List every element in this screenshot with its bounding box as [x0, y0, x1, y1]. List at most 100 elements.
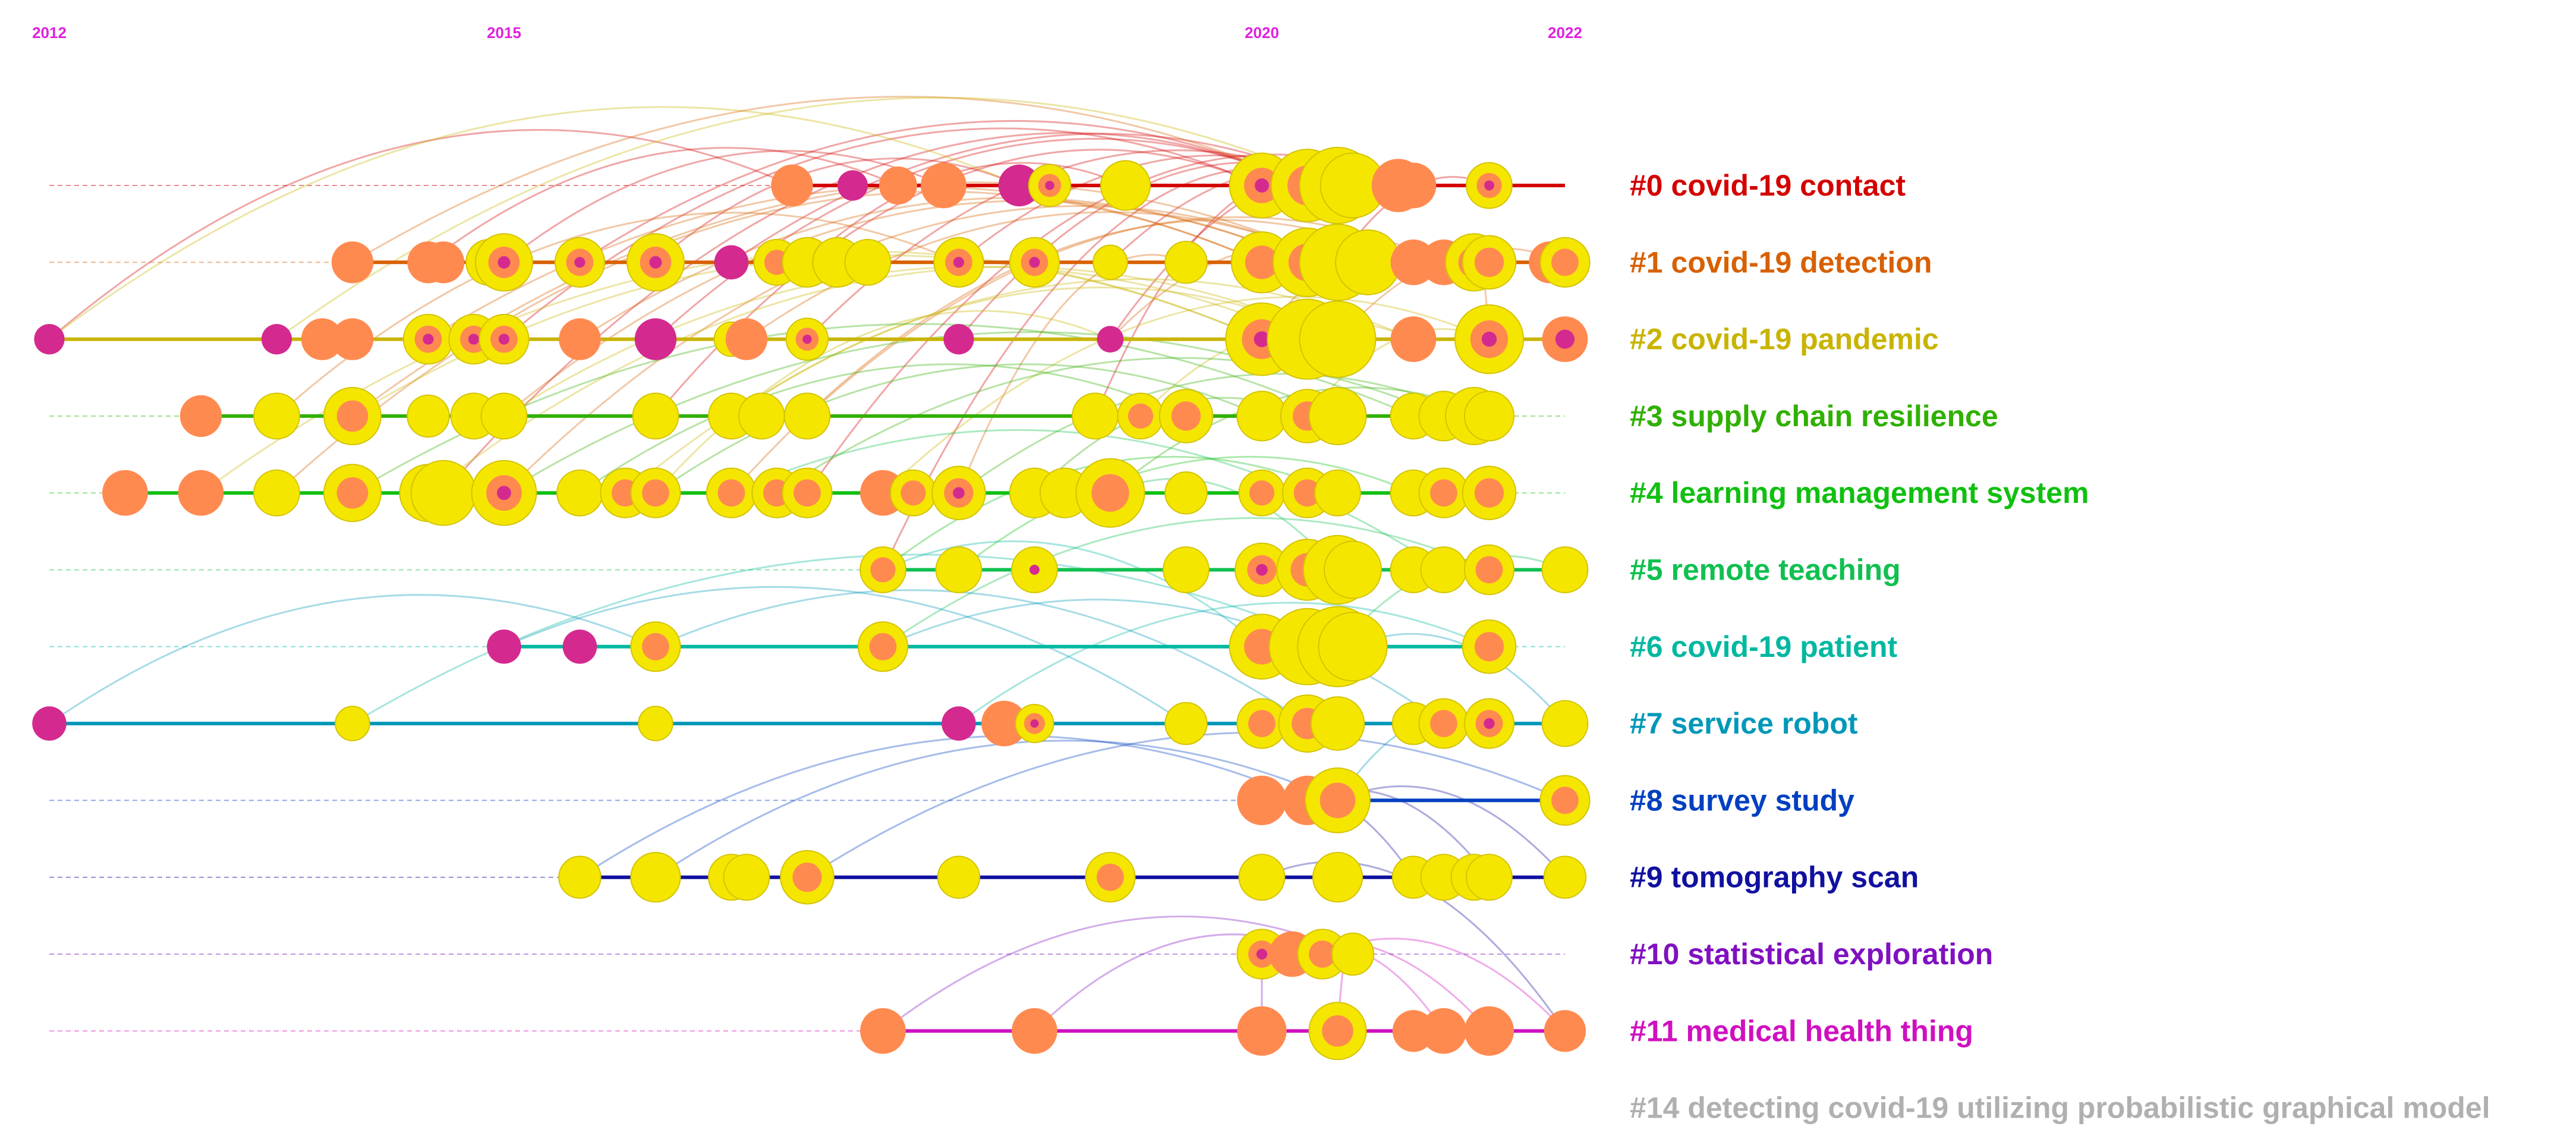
- reference-node[interactable]: [630, 467, 681, 518]
- reference-node[interactable]: [331, 241, 374, 284]
- reference-node[interactable]: [931, 465, 986, 521]
- reference-node[interactable]: [1466, 854, 1513, 901]
- reference-node[interactable]: [1237, 775, 1287, 825]
- reference-node[interactable]: [1541, 700, 1589, 747]
- reference-node[interactable]: [1462, 619, 1517, 674]
- reference-node[interactable]: [1236, 698, 1287, 749]
- reference-node[interactable]: [738, 392, 785, 440]
- reference-node[interactable]: [630, 621, 681, 672]
- reference-node[interactable]: [1314, 469, 1361, 517]
- cluster-label[interactable]: #7 service robot: [1630, 707, 1858, 740]
- reference-node[interactable]: [261, 324, 292, 355]
- reference-node[interactable]: [1542, 316, 1588, 362]
- reference-node[interactable]: [1237, 1006, 1287, 1056]
- cluster-label[interactable]: #0 covid-19 contact: [1630, 169, 1906, 202]
- reference-node[interactable]: [857, 621, 909, 672]
- cluster-label[interactable]: #9 tomography scan: [1630, 861, 1919, 894]
- reference-node[interactable]: [634, 318, 677, 360]
- reference-node[interactable]: [1463, 698, 1515, 749]
- reference-node[interactable]: [933, 237, 984, 288]
- reference-node[interactable]: [630, 852, 681, 903]
- reference-node[interactable]: [1541, 546, 1589, 593]
- reference-node[interactable]: [1464, 1006, 1514, 1056]
- reference-node[interactable]: [935, 546, 982, 593]
- reference-node[interactable]: [1318, 612, 1388, 682]
- reference-node[interactable]: [422, 241, 465, 284]
- reference-node[interactable]: [556, 469, 603, 517]
- reference-node[interactable]: [1324, 540, 1382, 599]
- reference-node[interactable]: [1075, 458, 1145, 528]
- reference-node[interactable]: [1163, 546, 1210, 593]
- reference-node[interactable]: [323, 386, 382, 445]
- reference-node[interactable]: [1421, 1008, 1467, 1054]
- reference-node[interactable]: [559, 318, 601, 360]
- reference-node[interactable]: [1418, 698, 1469, 749]
- cluster-label[interactable]: #10 statistical exploration: [1630, 937, 1993, 971]
- reference-node[interactable]: [1236, 391, 1287, 442]
- reference-node[interactable]: [1085, 852, 1136, 903]
- reference-node[interactable]: [1544, 1010, 1586, 1052]
- reference-node[interactable]: [785, 317, 829, 361]
- reference-node[interactable]: [626, 233, 685, 292]
- cluster-label[interactable]: #6 covid-19 patient: [1630, 630, 1897, 663]
- reference-node[interactable]: [1418, 467, 1469, 518]
- reference-node[interactable]: [1092, 244, 1128, 281]
- reference-node[interactable]: [562, 630, 597, 664]
- reference-node[interactable]: [723, 854, 770, 901]
- reference-node[interactable]: [943, 324, 974, 355]
- reference-node[interactable]: [1466, 162, 1513, 209]
- reference-node[interactable]: [860, 1008, 906, 1054]
- reference-node[interactable]: [410, 460, 477, 526]
- reference-node[interactable]: [323, 464, 382, 523]
- reference-node[interactable]: [1308, 1002, 1367, 1061]
- reference-node[interactable]: [1072, 392, 1119, 440]
- reference-node[interactable]: [1335, 229, 1401, 295]
- reference-node[interactable]: [475, 233, 533, 292]
- reference-node[interactable]: [1543, 855, 1587, 899]
- reference-node[interactable]: [1028, 163, 1072, 207]
- cluster-label[interactable]: #4 learning management system: [1630, 476, 2089, 509]
- reference-node[interactable]: [638, 706, 673, 741]
- reference-node[interactable]: [1539, 775, 1591, 826]
- reference-node[interactable]: [1308, 386, 1367, 445]
- reference-node[interactable]: [102, 470, 148, 516]
- reference-node[interactable]: [844, 238, 892, 286]
- reference-node[interactable]: [1462, 465, 1517, 521]
- reference-node[interactable]: [1097, 326, 1124, 353]
- reference-node[interactable]: [632, 392, 679, 440]
- reference-node[interactable]: [714, 245, 749, 280]
- reference-node[interactable]: [1463, 544, 1515, 596]
- reference-node[interactable]: [782, 467, 833, 518]
- reference-node[interactable]: [471, 460, 537, 526]
- reference-node[interactable]: [1164, 701, 1208, 745]
- reference-node[interactable]: [1312, 852, 1363, 903]
- reference-node[interactable]: [253, 392, 300, 440]
- reference-node[interactable]: [1539, 237, 1591, 288]
- reference-node[interactable]: [1011, 546, 1058, 593]
- cluster-label[interactable]: #1 covid-19 detection: [1630, 246, 1932, 279]
- reference-node[interactable]: [1164, 241, 1208, 284]
- reference-node[interactable]: [478, 314, 530, 365]
- cluster-label[interactable]: #14 detecting covid-19 utilizing probabi…: [1630, 1091, 2490, 1125]
- reference-node[interactable]: [335, 706, 370, 741]
- reference-node[interactable]: [1238, 854, 1286, 901]
- cluster-label[interactable]: #11 medical health thing: [1630, 1014, 1973, 1047]
- reference-node[interactable]: [1015, 704, 1054, 744]
- reference-node[interactable]: [981, 700, 1027, 747]
- reference-node[interactable]: [558, 855, 602, 899]
- reference-node[interactable]: [331, 318, 374, 360]
- reference-node[interactable]: [1117, 392, 1164, 440]
- reference-node[interactable]: [178, 470, 224, 516]
- reference-node[interactable]: [937, 855, 981, 899]
- reference-node[interactable]: [706, 467, 757, 518]
- reference-node[interactable]: [253, 469, 300, 517]
- reference-node[interactable]: [1012, 1008, 1057, 1054]
- reference-node[interactable]: [1009, 237, 1060, 288]
- cluster-label[interactable]: #3 supply chain resilience: [1630, 399, 1998, 433]
- reference-node[interactable]: [1331, 932, 1375, 976]
- reference-node[interactable]: [783, 392, 831, 440]
- reference-node[interactable]: [1463, 391, 1515, 442]
- reference-node[interactable]: [1462, 235, 1517, 290]
- reference-node[interactable]: [859, 546, 906, 593]
- reference-node[interactable]: [921, 162, 966, 209]
